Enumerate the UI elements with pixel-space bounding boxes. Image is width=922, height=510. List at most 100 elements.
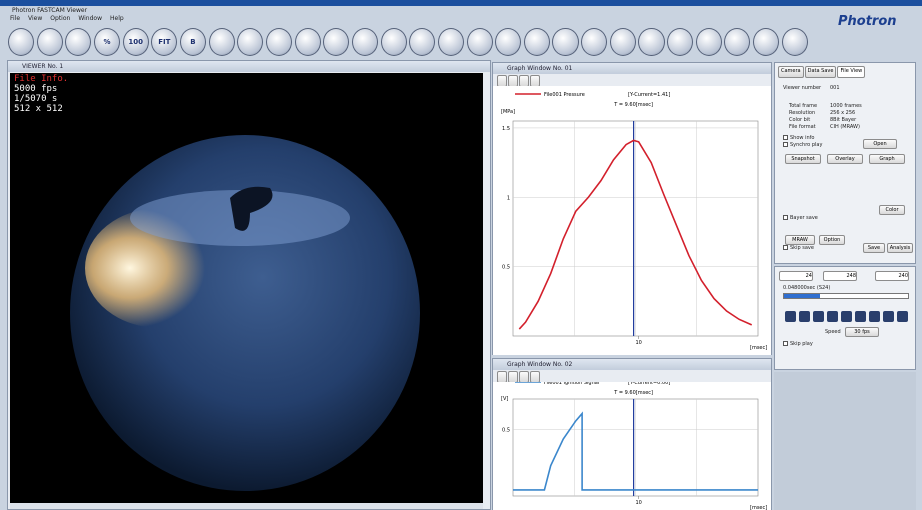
transport-button[interactable] [869, 311, 880, 322]
toolbar-button[interactable]: % [93, 28, 121, 56]
speed-label: Speed [825, 329, 841, 335]
data-line [518, 139, 753, 330]
toolbar-button[interactable] [351, 28, 378, 56]
toolbar-button[interactable] [724, 28, 751, 56]
graph-title: Graph Window No. 01 [493, 63, 771, 74]
transport-button[interactable] [841, 311, 852, 322]
field-value: 256 x 256 [830, 110, 856, 116]
tab[interactable]: Data Save [804, 66, 837, 78]
check-label: Skip save [790, 245, 814, 251]
toolbar-button[interactable]: B [179, 28, 206, 56]
menu-item[interactable]: Option [50, 15, 71, 22]
toolbar-button[interactable] [380, 28, 407, 56]
cursor-time: T = 9.60[msec] [613, 102, 653, 108]
y-tick-label: 0.5 [502, 427, 510, 433]
analysis-button[interactable]: Analysis [887, 243, 913, 253]
side-panel: Camera Data Save File View Viewer number 001… [774, 62, 916, 264]
toolbar-button[interactable] [781, 28, 808, 56]
checkbox[interactable] [783, 341, 788, 346]
transport-button[interactable] [799, 311, 810, 322]
field-label: Resolution [789, 110, 816, 116]
toolbar-button[interactable] [695, 28, 722, 56]
speed-select[interactable]: 30 fps [845, 327, 879, 337]
toolbar: % 100 FIT B [8, 28, 808, 58]
info-line: 1/5070 s [14, 94, 58, 104]
toolbar-button[interactable] [8, 28, 35, 56]
graph-svg: File001 Ignition Signal [Y-Current=0.00] T… [493, 382, 771, 510]
toolbar-button[interactable] [409, 28, 436, 56]
toolbar-button[interactable] [667, 28, 694, 56]
toolbar-button[interactable] [323, 28, 350, 56]
toolbar-button[interactable] [466, 28, 493, 56]
open-button[interactable]: Open [863, 139, 897, 149]
menu-item[interactable]: View [28, 15, 43, 22]
toolbar-button[interactable] [552, 28, 579, 56]
toolbar-button[interactable] [265, 28, 292, 56]
top-stripe [0, 0, 922, 6]
progress-fill [784, 294, 820, 298]
image-svg [70, 135, 420, 491]
skip-play-label: Skip play [790, 341, 813, 347]
format-select[interactable]: MRAW [785, 235, 815, 245]
menu-bar: File View Option Window Help [10, 15, 124, 23]
action-button[interactable]: Overlay [827, 154, 863, 164]
toolbar-button[interactable] [638, 28, 665, 56]
frame-field[interactable]: 240 [875, 271, 909, 281]
frame-field[interactable]: 24 [779, 271, 813, 281]
graph-toolbar [493, 74, 771, 87]
toolbar-button[interactable] [753, 28, 780, 56]
toolbar-button[interactable] [437, 28, 464, 56]
field-label: Color bit [789, 117, 811, 123]
checkbox[interactable] [783, 245, 788, 250]
transport-button[interactable] [883, 311, 894, 322]
tab[interactable]: File View [837, 66, 866, 78]
menu-item[interactable]: Help [110, 15, 124, 22]
tab[interactable]: Camera [778, 66, 804, 78]
transport-button[interactable] [827, 311, 838, 322]
droplet [230, 186, 273, 231]
transport-button[interactable] [897, 311, 908, 322]
legend-label: File001 Ignition Signal [544, 382, 599, 386]
frame-field[interactable]: 248 [823, 271, 857, 281]
y-current: [Y-Current=1.41] [628, 92, 670, 98]
menu-item[interactable]: Window [78, 15, 102, 22]
action-button[interactable]: Snapshot [785, 154, 821, 164]
info-line: File Info. [14, 74, 69, 84]
option-button[interactable]: Option [819, 235, 845, 245]
playback-panel: 24 248 240 0.048000sec (S24) Speed 30 fps Skip… [774, 266, 916, 370]
empty-area [774, 372, 916, 510]
y-axis-label: [MPa] [501, 109, 515, 115]
action-button[interactable]: Graph [869, 154, 905, 164]
save-button[interactable]: Save [863, 243, 885, 253]
toolbar-button[interactable] [523, 28, 550, 56]
transport-button[interactable] [785, 311, 796, 322]
check-label: Synchro play [790, 142, 823, 148]
h-scrollbar[interactable] [10, 503, 483, 509]
toolbar-button[interactable] [65, 28, 92, 56]
y-tick-label: 1 [507, 195, 510, 201]
cursor-time: T = 9.60[msec] [613, 390, 653, 396]
x-tick-label: 10 [635, 340, 641, 346]
toolbar-button[interactable] [609, 28, 636, 56]
graph-window: Graph Window No. 02 File001 Ignition Sign… [492, 358, 772, 510]
toolbar-button[interactable]: 100 [122, 28, 149, 56]
toolbar-button[interactable] [294, 28, 321, 56]
field-label: File format [789, 124, 816, 130]
toolbar-button[interactable]: FIT [151, 28, 178, 56]
toolbar-button[interactable] [237, 28, 264, 56]
toolbar-button[interactable] [495, 28, 522, 56]
toolbar-button[interactable] [208, 28, 235, 56]
toolbar-button[interactable] [581, 28, 608, 56]
checkbox[interactable] [783, 215, 788, 220]
checkbox[interactable] [783, 142, 788, 147]
color-button[interactable]: Color [879, 205, 905, 215]
y-tick-label: 1.5 [502, 126, 510, 132]
menu-item[interactable]: File [10, 15, 21, 22]
checkbox[interactable] [783, 135, 788, 140]
transport-button[interactable] [855, 311, 866, 322]
transport-button[interactable] [813, 311, 824, 322]
progress [783, 293, 909, 299]
field-label: Total frame [789, 103, 818, 109]
toolbar-button[interactable] [36, 28, 63, 56]
